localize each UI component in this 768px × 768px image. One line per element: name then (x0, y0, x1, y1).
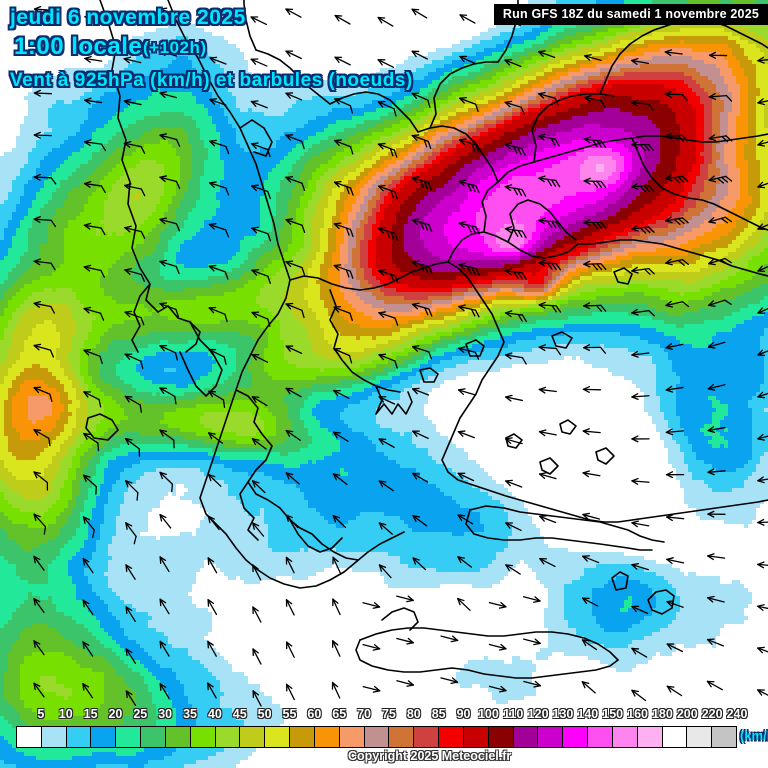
valid-time-label: 1:00 locale (14, 33, 143, 60)
legend-swatch[interactable] (439, 727, 464, 747)
legend-tick-label: 40 (207, 707, 222, 721)
legend-swatch[interactable] (66, 727, 92, 747)
legend-tick-label: 45 (232, 707, 247, 721)
legend-tick-label: 15 (83, 707, 98, 721)
legend-tick-label: 5 (37, 707, 45, 721)
legend-swatch[interactable] (339, 727, 365, 747)
legend-swatch[interactable] (17, 727, 42, 747)
forecast-hour-label: (+102h) (143, 38, 207, 57)
legend-swatch[interactable] (612, 727, 638, 747)
legend-tick-label: 90 (456, 707, 471, 721)
legend-tick-label: 25 (133, 707, 148, 721)
legend-swatch[interactable] (588, 727, 613, 747)
legend-tick-label: 20 (108, 707, 123, 721)
legend-tick-label: 140 (577, 707, 599, 721)
legend-tick-label: 110 (503, 707, 524, 721)
legend-tick-label: 65 (332, 707, 347, 721)
legend-swatch[interactable] (165, 727, 191, 747)
legend-tick-label: 220 (701, 707, 723, 721)
legend-swatch[interactable] (314, 727, 340, 747)
legend-tick-label: 240 (726, 707, 748, 721)
legend-swatch[interactable] (240, 727, 266, 747)
legend-swatch[interactable] (215, 727, 241, 747)
legend-unit-label: (km/h) (740, 728, 768, 743)
legend-swatch[interactable] (414, 727, 440, 747)
legend-swatch[interactable] (91, 727, 117, 747)
color-scale-legend: 5 10 15 20 25 30 35 40 45 50 55 60 65 70 75 80 85 90 100 11… (0, 705, 768, 768)
legend-swatch[interactable] (389, 727, 415, 747)
legend-swatch[interactable] (265, 727, 291, 747)
legend-swatch[interactable] (364, 727, 390, 747)
legend-tick-label: 75 (381, 707, 396, 721)
legend-swatch[interactable] (190, 727, 216, 747)
legend-tick-label: 60 (307, 707, 322, 721)
parameter-label: Vent à 925hPa (km/h) et barbules (noeuds… (10, 70, 413, 91)
legend-swatch[interactable] (41, 727, 67, 747)
legend-swatch[interactable] (538, 727, 564, 747)
legend-swatch[interactable] (488, 727, 514, 747)
legend-swatch[interactable] (116, 727, 142, 747)
legend-tick-label: 80 (406, 707, 421, 721)
legend-tick-label: 30 (158, 707, 173, 721)
legend-swatch[interactable] (513, 727, 539, 747)
legend-tick-label: 70 (357, 707, 372, 721)
model-run-banner: Run GFS 18Z du samedi 1 novembre 2025 (493, 4, 768, 25)
color-scale-bar[interactable] (16, 726, 737, 748)
legend-swatch[interactable] (712, 727, 737, 747)
legend-tick-label: 200 (676, 707, 698, 721)
copyright-label: Copyright 2025 Meteociel.fr (348, 749, 512, 763)
legend-swatch[interactable] (687, 727, 713, 747)
legend-tick-label: 10 (58, 707, 73, 721)
legend-tick-label: 150 (602, 707, 624, 721)
legend-swatch[interactable] (290, 727, 315, 747)
legend-tick-label: 120 (527, 707, 549, 721)
legend-swatch[interactable] (141, 727, 166, 747)
legend-swatch[interactable] (563, 727, 589, 747)
legend-tick-label: 180 (651, 707, 673, 721)
legend-tick-label: 100 (477, 707, 499, 721)
legend-tick-label: 85 (431, 707, 446, 721)
legend-swatch[interactable] (662, 727, 688, 747)
legend-swatch[interactable] (463, 727, 489, 747)
legend-tick-label: 160 (627, 707, 648, 721)
valid-date-label: jeudi 6 novembre 2025 (10, 6, 246, 29)
legend-swatch[interactable] (637, 727, 663, 747)
legend-tick-label: 35 (183, 707, 197, 721)
legend-tick-label: 50 (257, 707, 272, 721)
legend-tick-label: 55 (282, 707, 297, 721)
legend-tick-label: 130 (552, 707, 574, 721)
